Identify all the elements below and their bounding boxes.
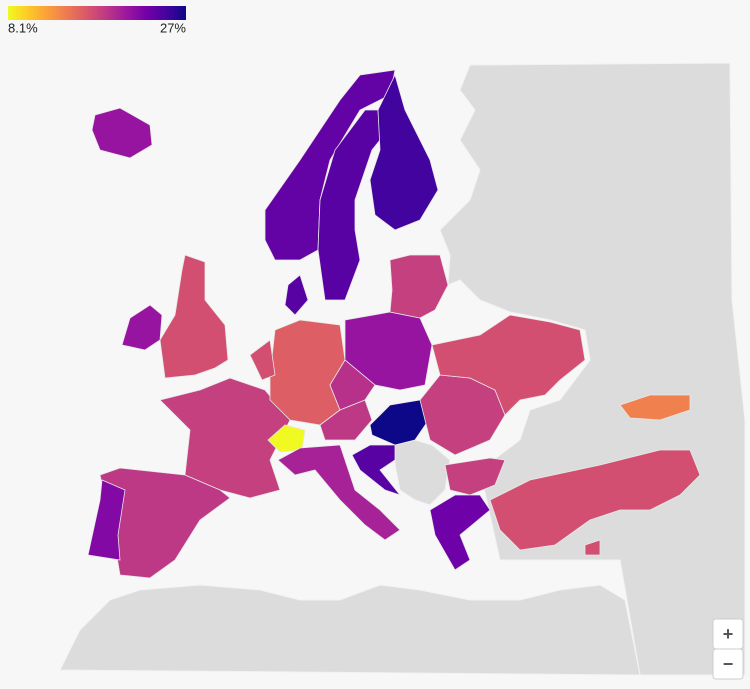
region xyxy=(444,457,506,496)
region xyxy=(159,254,229,379)
region xyxy=(489,449,701,551)
region xyxy=(249,339,276,381)
land xyxy=(59,584,641,676)
zoom-out-label[interactable]: − xyxy=(723,654,734,674)
region xyxy=(87,479,126,561)
region xyxy=(429,494,491,571)
region xyxy=(317,109,381,301)
regions xyxy=(87,69,701,579)
region xyxy=(267,424,306,453)
region xyxy=(284,274,309,316)
region xyxy=(369,399,433,446)
region xyxy=(319,399,373,441)
region xyxy=(121,304,163,351)
region xyxy=(584,539,601,556)
region xyxy=(619,394,691,421)
region xyxy=(369,73,439,231)
region xyxy=(351,444,402,496)
colorbar-tick-label: 8.1% xyxy=(8,20,38,35)
zoom-in-label[interactable]: + xyxy=(723,624,734,644)
region xyxy=(99,467,231,579)
zoom-controls: + − xyxy=(712,618,744,680)
region xyxy=(159,377,291,499)
land xyxy=(394,439,451,506)
zoom-out-button[interactable] xyxy=(712,648,744,680)
region xyxy=(91,107,153,159)
region xyxy=(389,254,449,319)
region xyxy=(264,69,396,261)
region xyxy=(329,359,376,411)
colorbar xyxy=(8,6,186,20)
region xyxy=(431,314,586,416)
region xyxy=(269,319,346,426)
colorbar-tick-label: 27% xyxy=(160,20,186,35)
region xyxy=(277,444,401,541)
